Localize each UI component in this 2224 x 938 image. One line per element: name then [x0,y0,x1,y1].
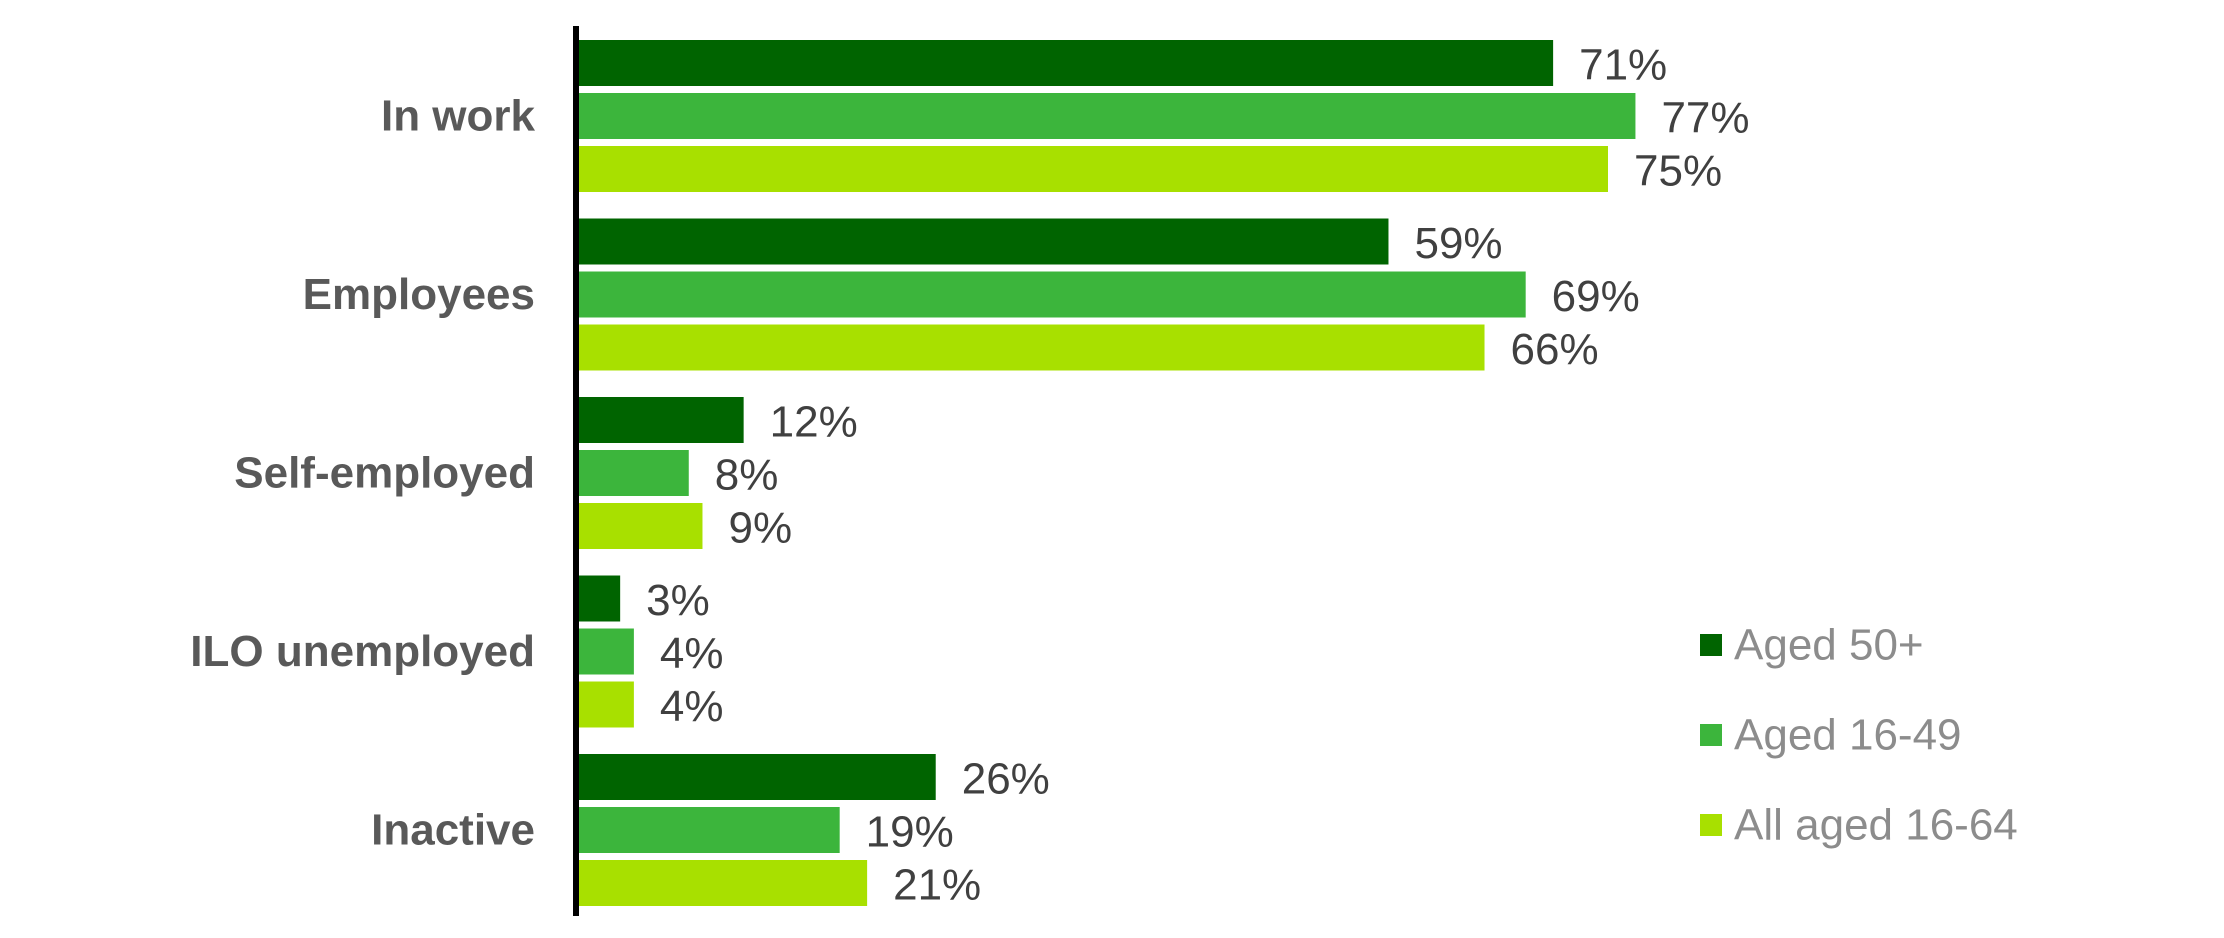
bar-in-work-all-aged-16-64 [579,146,1608,192]
data-label-self-employed-aged-16-49: 8% [715,451,779,500]
data-label-self-employed-aged-50: 12% [770,398,858,447]
bar-in-work-aged-16-49 [579,93,1636,139]
bar-ilo-unemployed-aged-16-49 [579,628,634,675]
category-label-inactive: Inactive [371,806,535,855]
bars-layer: 71%77%75%59%69%66%12%8%9%3%4%4%26%19%21% [579,40,1750,910]
bar-inactive-all-aged-16-64 [579,860,868,906]
category-label-employees: Employees [303,270,535,319]
legend-label-aged-16-49: Aged 16-49 [1734,711,1962,760]
data-label-ilo-unemployed-aged-50: 3% [646,576,710,625]
bar-self-employed-aged-16-49 [579,450,689,496]
data-label-employees-aged-16-49: 69% [1552,272,1640,321]
bar-inactive-aged-50 [579,754,936,800]
category-label-self-employed: Self-employed [234,449,535,498]
bar-ilo-unemployed-all-aged-16-64 [579,681,634,728]
data-label-ilo-unemployed-all-aged-16-64: 4% [660,682,724,731]
legend: Aged 50+ Aged 16-49 All aged 16-64 [1700,621,2018,850]
bar-in-work-aged-50 [579,40,1554,86]
data-label-in-work-all-aged-16-64: 75% [1634,147,1722,196]
legend-swatch-all-aged-16-64 [1700,814,1722,836]
bar-self-employed-aged-50 [579,397,744,443]
data-label-self-employed-all-aged-16-64: 9% [728,504,792,553]
bar-employees-aged-50 [579,218,1389,265]
bar-employees-all-aged-16-64 [579,324,1485,371]
data-label-in-work-aged-16-49: 77% [1661,94,1749,143]
legend-swatch-aged-16-49 [1700,724,1722,746]
bar-ilo-unemployed-aged-50 [579,575,621,622]
category-label-in-work: In work [381,92,536,141]
bar-employees-aged-16-49 [579,271,1526,318]
data-label-inactive-aged-16-49: 19% [866,808,954,857]
data-label-employees-all-aged-16-64: 66% [1511,325,1599,374]
data-label-ilo-unemployed-aged-16-49: 4% [660,629,724,678]
data-label-employees-aged-50: 59% [1414,219,1502,268]
data-label-in-work-aged-50: 71% [1579,41,1667,90]
legend-label-all-aged-16-64: All aged 16-64 [1734,801,2018,850]
bar-self-employed-all-aged-16-64 [579,503,703,549]
bar-inactive-aged-16-49 [579,807,840,853]
data-label-inactive-all-aged-16-64: 21% [893,861,981,910]
legend-swatch-aged-50 [1700,634,1722,656]
category-label-ilo-unemployed: ILO unemployed [190,627,535,676]
data-label-inactive-aged-50: 26% [962,755,1050,804]
category-labels: In work Employees Self-employed ILO unemplo… [190,92,535,855]
legend-label-aged-50: Aged 50+ [1734,621,1924,670]
